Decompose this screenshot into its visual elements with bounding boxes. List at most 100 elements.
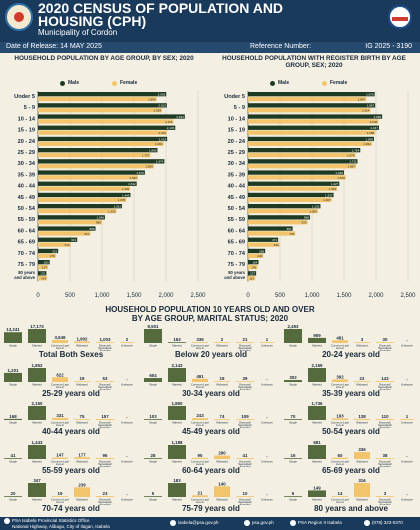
marital-bar-chart: 103 Single 1,860 Married 243 Common-Law/Live-… — [144, 401, 273, 428]
phone-text: (078) 323-0370 — [372, 520, 403, 526]
y-tick-label: 75 - 79 — [18, 262, 35, 268]
data-label-female: 1,809 — [145, 165, 153, 169]
marital-category-label: Married — [312, 421, 322, 425]
marital-category-label: Divorced/ — [239, 498, 251, 502]
marital-category-label: Single — [9, 421, 17, 425]
data-label-female: 2,036 — [370, 120, 378, 124]
marital-value-label: 193 — [336, 413, 344, 418]
y-tick-label: 35 - 39 — [228, 172, 245, 178]
marital-bar — [236, 419, 254, 420]
marital-bar — [168, 367, 186, 382]
marital-value-label: 163 — [173, 337, 181, 342]
marital-bar — [144, 329, 162, 343]
y-tick-label: 15 - 19 — [18, 128, 35, 134]
marital-category-label: Live-in — [56, 346, 65, 350]
data-label-male: 471 — [272, 238, 277, 242]
footer-phone: (078) 323-0370 — [364, 520, 403, 526]
marital-bar — [260, 342, 274, 343]
bar-male — [38, 103, 167, 108]
marital-bar — [376, 457, 394, 459]
marital-bar — [96, 380, 114, 382]
data-label-male: 2,096 — [374, 115, 382, 119]
marital-value-label: 622 — [56, 372, 64, 377]
bar-female — [38, 164, 154, 169]
marital-value-label: 8,501 — [148, 324, 160, 329]
data-label-female: 998 — [96, 221, 101, 225]
marital-category-label: Common-Law/ — [331, 344, 349, 348]
marital-bar-chart: 604 Single 2,143 Married 491 Common-Law/Live-… — [144, 363, 273, 390]
marital-category-label: Annulled — [100, 426, 111, 428]
bar-female — [38, 96, 157, 102]
bar-male — [38, 248, 59, 254]
marital-category-label: Widowed — [356, 344, 368, 348]
bar-male — [38, 215, 105, 220]
chart-household-population: HOUSEHOLD POPULATION BY AGE GROUP, BY SE… — [2, 55, 206, 301]
bar-male — [248, 125, 380, 130]
marital-bar — [28, 367, 46, 382]
marital-bar-chart: 5 Single 183 Married 21 Common-Law/Live-in 140… — [144, 478, 273, 505]
bar-male — [38, 159, 165, 164]
marital-group-label: Below 20 years old — [174, 350, 248, 359]
marital-bar — [192, 457, 208, 459]
data-label-female: 1,679 — [347, 153, 355, 157]
marital-bar — [192, 418, 208, 420]
marital-category-label: Live-in — [336, 423, 345, 427]
marital-category-label: Common-Law/ — [51, 498, 69, 502]
marital-group-label: 80 years and above — [314, 504, 388, 513]
marital-value-label: - — [406, 454, 408, 459]
footer-website[interactable]: psa.gov.ph — [244, 520, 274, 526]
marital-category-label: Unknown — [261, 382, 273, 386]
y-tick-label: 55 - 59 — [18, 217, 35, 223]
marital-category-label: Unknown — [261, 344, 273, 348]
marital-value-label: 3 — [384, 491, 387, 496]
marital-group-label: 75-79 years old — [182, 504, 240, 513]
data-label-female: 494 — [274, 243, 279, 247]
marital-category-label: Divorced/ — [379, 459, 391, 463]
marital-value-label: 243 — [196, 413, 204, 418]
footer-email[interactable]: isabela@psa.gov.ph — [170, 520, 219, 526]
data-label-female: 821 — [85, 232, 90, 236]
y-tick-label: 40 - 44 — [18, 184, 36, 190]
marital-bar — [284, 329, 302, 343]
marital-value-label: 39 — [243, 376, 248, 381]
marital-bar — [168, 342, 186, 343]
data-label-male: 2,145 — [167, 126, 175, 130]
marital-bar-chart: 70 Single 1,736 Married 193 Common-Law/Live-i… — [284, 401, 414, 428]
marital-bar-chart: 13,241 Single 17,173 Married 3,649 Common-Law… — [4, 324, 134, 351]
marital-group-label: 35-39 years old — [322, 388, 380, 398]
marital-bar — [332, 496, 348, 497]
marital-category-label: Separated/ — [238, 385, 252, 389]
data-label-male: 1,754 — [352, 149, 360, 153]
marital-bar — [192, 378, 208, 382]
marital-value-label: - — [266, 415, 268, 420]
marital-value-label: 13,241 — [6, 327, 20, 332]
marital-group: 70 Single 1,736 Married 193 Common-Law/Live-i… — [282, 401, 420, 437]
data-label-male: 2,018 — [159, 137, 167, 141]
bar-male — [248, 204, 321, 209]
marital-category-label: Married — [172, 421, 182, 425]
bar-female — [248, 242, 280, 247]
chart-registered-birth: HOUSEHOLD POPULATION WITH REGISTER BIRTH… — [212, 55, 416, 301]
bar-female — [248, 231, 296, 236]
male-swatch-icon — [270, 80, 275, 86]
marital-category-label: Separated/ — [378, 346, 392, 350]
bar-female — [38, 186, 131, 191]
marital-category-label: Single — [289, 459, 297, 463]
marital-category-label: Widowed — [76, 382, 88, 386]
marital-bar — [96, 496, 114, 497]
x-tick-label: 1,000 — [94, 293, 110, 299]
marital-value-label: 1,736 — [312, 401, 324, 406]
marital-category-label: Divorced/ — [239, 344, 251, 348]
data-label-female: 240 — [257, 254, 262, 258]
bar-female — [248, 108, 371, 113]
marital-group: 20 Single 347 Married 19 Common-Law/Live-in 23… — [2, 478, 140, 514]
bar-female — [38, 141, 164, 146]
marital-value-label: - — [126, 415, 128, 420]
footer-facebook[interactable]: PSA Region II Isabela — [290, 520, 342, 526]
marital-category-label: Separated/ — [378, 385, 392, 389]
marital-bar — [144, 377, 162, 382]
marital-category-label: Single — [149, 382, 157, 386]
marital-category-label: Unknown — [121, 421, 133, 425]
marital-bar — [74, 341, 90, 343]
marital-value-label: 70 — [291, 414, 296, 419]
